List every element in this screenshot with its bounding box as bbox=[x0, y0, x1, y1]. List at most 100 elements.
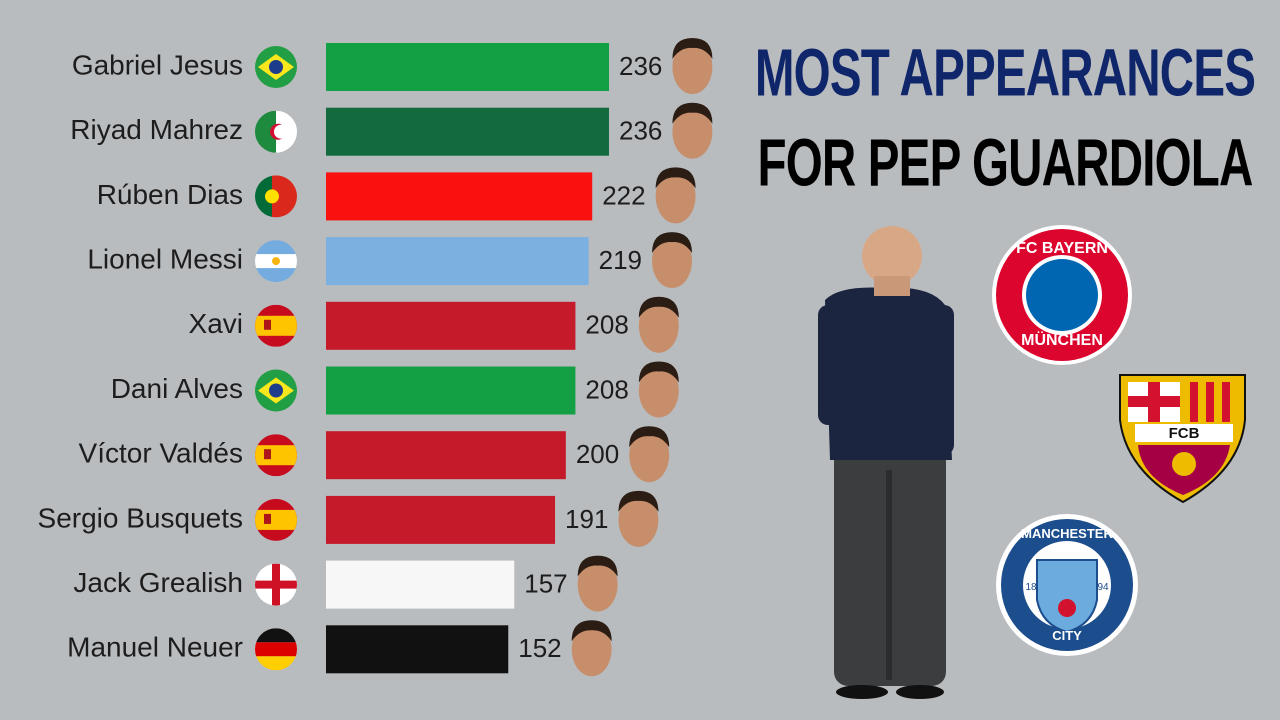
player-photo bbox=[638, 296, 679, 353]
player-photo bbox=[652, 232, 693, 289]
photo-part bbox=[571, 620, 612, 642]
category-label: Jack Grealish bbox=[73, 567, 243, 598]
category-label: Dani Alves bbox=[111, 373, 243, 404]
flag bbox=[255, 628, 297, 671]
flag bbox=[255, 434, 297, 477]
bar bbox=[326, 495, 556, 544]
flag-part bbox=[269, 60, 283, 74]
flag-part bbox=[255, 509, 297, 530]
value-label: 208 bbox=[585, 374, 628, 404]
photo-part bbox=[638, 298, 679, 353]
category-label: Víctor Valdés bbox=[79, 438, 243, 469]
flag bbox=[255, 304, 297, 347]
player-photo bbox=[672, 102, 713, 159]
flag-part bbox=[265, 189, 279, 204]
bayern-logo: FC BAYERN MÜNCHEN bbox=[992, 225, 1132, 365]
bar bbox=[326, 366, 576, 415]
logo-text: MÜNCHEN bbox=[1021, 330, 1103, 349]
logo-text: CITY bbox=[1052, 628, 1082, 643]
photo-part bbox=[652, 234, 693, 289]
flag bbox=[255, 240, 297, 283]
photo-part bbox=[577, 557, 618, 612]
bar bbox=[326, 301, 576, 350]
flag-part bbox=[272, 257, 280, 266]
flag-part bbox=[255, 580, 297, 589]
flag-part bbox=[264, 449, 271, 460]
flag-part bbox=[264, 513, 271, 524]
photo-part bbox=[571, 622, 612, 677]
logo-text: 18 bbox=[1025, 582, 1037, 593]
flag bbox=[255, 563, 297, 606]
flag bbox=[255, 498, 297, 541]
barca-logo: FCB bbox=[1119, 374, 1246, 504]
chart-title: MOST APPEARANCES bbox=[755, 37, 1255, 111]
flag-part bbox=[255, 445, 297, 466]
category-label: Lionel Messi bbox=[87, 243, 243, 274]
flag-part bbox=[255, 315, 297, 336]
flag bbox=[255, 369, 297, 412]
category-label: Gabriel Jesus bbox=[72, 49, 243, 80]
photo-part bbox=[638, 361, 679, 383]
player-photo bbox=[638, 361, 679, 418]
flag-part bbox=[274, 124, 288, 139]
photo-part bbox=[638, 296, 679, 318]
flag-part bbox=[264, 319, 271, 330]
value-label: 236 bbox=[619, 116, 662, 146]
flag-part bbox=[255, 642, 297, 657]
photo-part bbox=[629, 428, 670, 483]
photo-part bbox=[655, 167, 696, 189]
flag-part bbox=[255, 656, 297, 671]
logo-text: MANCHESTER bbox=[1021, 526, 1113, 541]
logo-text: 94 bbox=[1097, 582, 1109, 593]
player-photo bbox=[672, 38, 713, 94]
player-photo bbox=[618, 490, 659, 547]
photo-part bbox=[672, 40, 713, 94]
photo-part bbox=[672, 38, 713, 59]
photo-part bbox=[652, 232, 693, 254]
category-label: Rúben Dias bbox=[97, 179, 243, 210]
bar bbox=[326, 431, 566, 480]
value-label: 222 bbox=[602, 180, 645, 210]
flag-part bbox=[269, 383, 283, 398]
flag-part bbox=[255, 110, 276, 153]
player-photo bbox=[577, 555, 618, 612]
photo-part bbox=[618, 490, 659, 512]
bar bbox=[326, 560, 515, 609]
flag-part bbox=[255, 628, 297, 643]
bar bbox=[326, 43, 609, 91]
player-photo bbox=[571, 620, 612, 677]
value-label: 157 bbox=[524, 568, 567, 598]
logo-text: FC BAYERN bbox=[1016, 240, 1108, 257]
photo-part bbox=[618, 492, 659, 547]
photo-part bbox=[672, 102, 713, 124]
city-logo: MANCHESTER CITY 18 94 bbox=[996, 514, 1138, 656]
flag bbox=[255, 46, 297, 88]
category-label: Sergio Busquets bbox=[38, 502, 243, 533]
bar bbox=[326, 237, 589, 286]
flag-part bbox=[255, 175, 272, 218]
player-photo bbox=[655, 167, 696, 224]
category-label: Riyad Mahrez bbox=[70, 114, 243, 145]
photo-part bbox=[655, 169, 696, 224]
flag bbox=[255, 110, 297, 153]
bar bbox=[326, 107, 609, 156]
value-label: 191 bbox=[565, 504, 608, 534]
bar bbox=[326, 625, 509, 674]
value-label: 236 bbox=[619, 51, 662, 81]
category-label: Manuel Neuer bbox=[67, 632, 243, 663]
value-label: 219 bbox=[599, 245, 642, 275]
flag bbox=[255, 175, 297, 218]
manager-figure bbox=[818, 226, 954, 699]
photo-part bbox=[672, 104, 713, 159]
value-label: 152 bbox=[518, 633, 561, 663]
chart-subtitle: FOR PEP GUARDIOLA bbox=[757, 127, 1252, 201]
player-photo bbox=[629, 426, 670, 483]
value-label: 200 bbox=[576, 439, 619, 469]
photo-part bbox=[577, 555, 618, 577]
value-label: 208 bbox=[585, 310, 628, 340]
photo-part bbox=[638, 363, 679, 418]
bar bbox=[326, 172, 593, 221]
photo-part bbox=[629, 426, 670, 448]
logo-text: FCB bbox=[1169, 425, 1200, 442]
